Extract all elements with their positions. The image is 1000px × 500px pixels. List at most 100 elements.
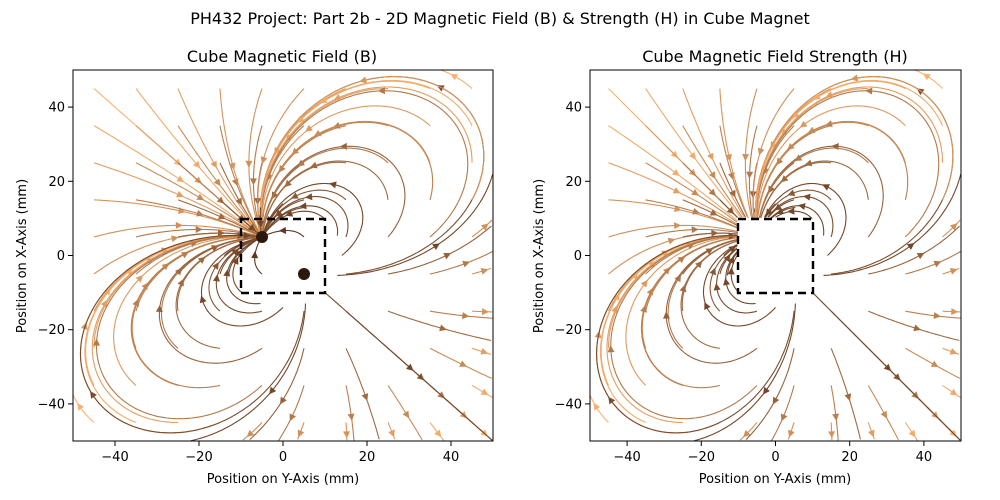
streamline: [254, 240, 263, 275]
streamline-arrow: [803, 193, 811, 201]
streamline-arrow: [723, 278, 731, 286]
streamline: [345, 385, 355, 441]
streamline: [429, 422, 445, 442]
streamline: [608, 162, 738, 225]
streamline-arrow: [176, 175, 185, 183]
streamline: [260, 105, 431, 231]
chart-b-field: Cube Magnetic Field (B) −40 −20 0 20 40 −40−…: [15, 47, 494, 487]
streamline: [190, 303, 307, 442]
streamline: [429, 310, 493, 319]
x-tick-label: −40: [101, 450, 128, 465]
x-tick-label: 20: [841, 450, 858, 465]
streamline: [260, 86, 473, 232]
streamline-arrow: [780, 413, 788, 422]
streamline-arrow: [672, 187, 681, 194]
streamline: [765, 189, 832, 218]
streamline-arrow: [459, 360, 467, 367]
streamline-arrow: [646, 287, 654, 296]
streamline-arrow: [347, 413, 355, 421]
streamline: [264, 205, 339, 236]
streamline: [215, 238, 263, 314]
streamline: [93, 162, 257, 235]
chart-h-field: Cube Magnetic Field Strength (H) −40 −20 0…: [532, 47, 962, 487]
streamline-arrow: [772, 396, 780, 405]
streamline-arrow: [480, 388, 489, 396]
streamline-arrow: [640, 305, 648, 313]
streamline: [739, 422, 758, 441]
streamline: [93, 224, 256, 238]
streamline-arrow: [691, 226, 699, 234]
streamline-arrow: [343, 431, 351, 439]
y-tick-label: 0: [574, 249, 582, 264]
streamline-arrow: [787, 189, 796, 196]
streamline: [702, 244, 776, 327]
streamline-arrow: [250, 178, 258, 186]
streamline-arrow: [951, 308, 959, 316]
streamline: [440, 69, 473, 90]
streamline-arrow: [776, 157, 784, 166]
x-tick-label: −40: [613, 450, 640, 465]
magnet-outline: [239, 217, 327, 295]
streamline: [259, 80, 431, 232]
streamline-arrow: [305, 124, 313, 132]
streamline-arrow: [949, 223, 958, 231]
chart-title: Cube Magnetic Field (B): [187, 47, 377, 66]
streamline: [337, 174, 494, 276]
streamline-arrow: [289, 413, 296, 422]
streamline-arrow: [768, 185, 775, 194]
streamline: [228, 234, 257, 237]
streamline-arrow: [462, 260, 470, 268]
streamline: [914, 69, 943, 89]
streamline: [608, 199, 739, 230]
streamline: [823, 174, 962, 276]
streamline-arrow: [181, 251, 189, 259]
streamline-arrow: [434, 429, 442, 438]
streamline: [868, 225, 960, 275]
streamline: [744, 88, 758, 219]
x-ticks: −40 −20 0 20 40: [613, 441, 932, 465]
y-tick-label: −20: [38, 323, 65, 338]
streamline: [760, 160, 869, 218]
streamline: [719, 88, 750, 219]
streamline: [754, 79, 943, 217]
x-tick-label: 40: [916, 450, 933, 465]
streamline: [259, 76, 485, 233]
streamline: [905, 347, 961, 379]
streamline: [640, 237, 738, 386]
streamline-arrow: [402, 410, 410, 419]
streamline: [72, 394, 95, 423]
streamline: [754, 76, 954, 217]
streamline-arrow: [193, 160, 201, 169]
streamline-arrow: [175, 221, 183, 229]
streamline-arrow: [705, 248, 714, 255]
streamline: [277, 385, 305, 442]
streamline-arrow: [309, 161, 318, 169]
streamline: [694, 303, 796, 442]
streamline-arrow: [406, 363, 414, 371]
streamline-arrow: [278, 226, 287, 234]
streamline-arrow: [804, 159, 813, 167]
streamline: [135, 228, 256, 238]
y-tick-label: 0: [57, 249, 65, 264]
chart-title: Cube Magnetic Field Strength (H): [642, 47, 908, 66]
streamline: [770, 385, 795, 442]
streamline-arrow: [709, 267, 716, 276]
streamline-arrow: [746, 171, 754, 179]
streamline-arrow: [613, 292, 620, 301]
streamline: [257, 88, 305, 233]
streamline-arrow: [155, 304, 163, 313]
streamline-arrow: [776, 207, 785, 215]
streamline-arrow: [280, 396, 287, 405]
streamline-arrow: [787, 207, 795, 215]
streamline-arrow: [256, 220, 264, 228]
streamline-arrow: [908, 429, 916, 438]
streamline-arrow: [868, 429, 875, 438]
streamline-arrow: [103, 287, 111, 296]
streamline: [682, 125, 743, 218]
streamline: [757, 120, 906, 218]
streamline: [606, 235, 738, 423]
streamline: [867, 385, 899, 441]
streamline: [471, 310, 493, 313]
magnet-interior: [738, 219, 813, 293]
